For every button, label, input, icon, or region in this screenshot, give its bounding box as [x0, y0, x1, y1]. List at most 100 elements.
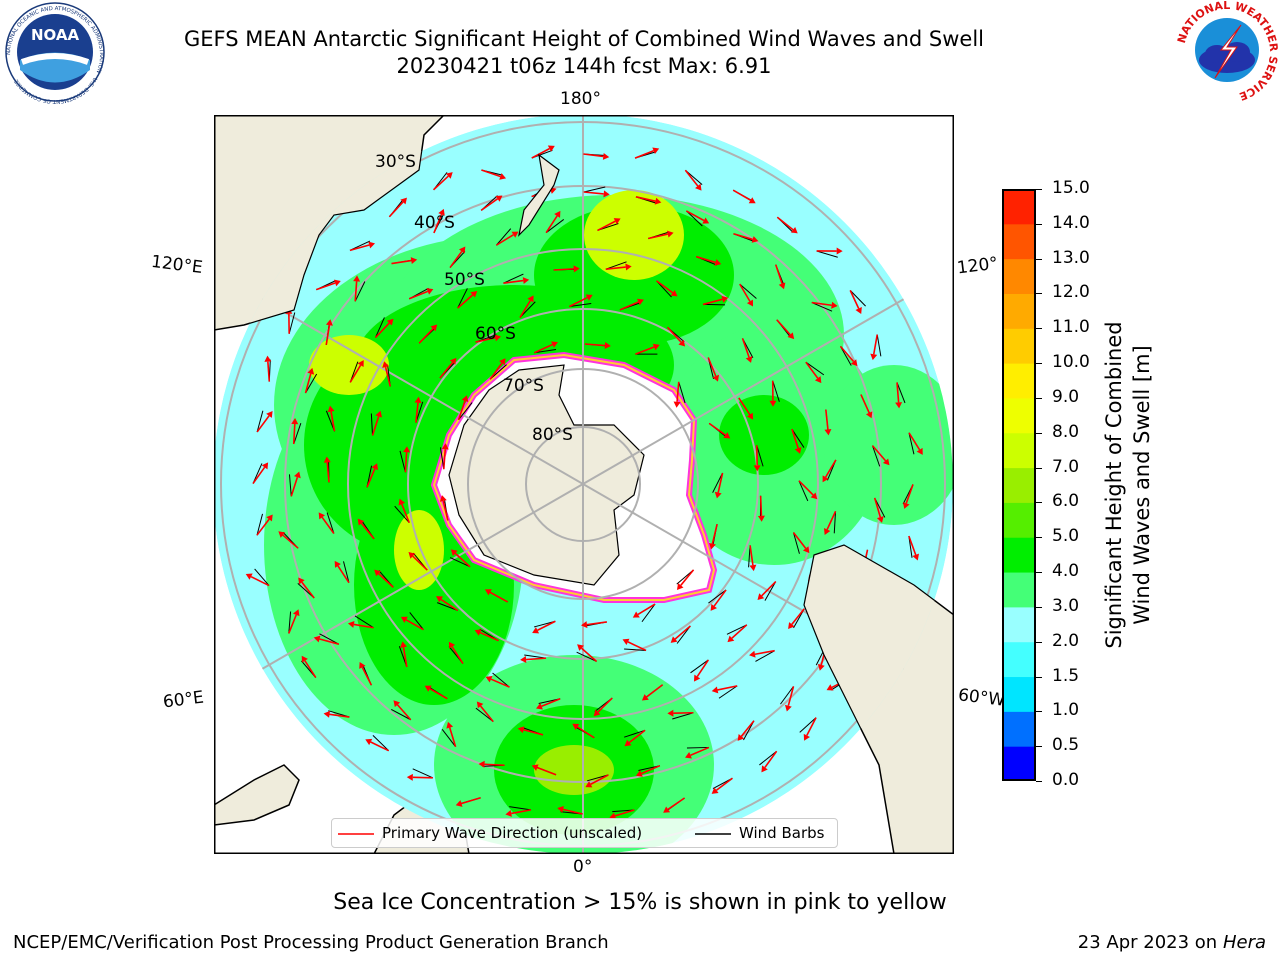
- wave-arrow: [685, 210, 705, 222]
- wave-arrowhead: [374, 569, 381, 577]
- colorbar-tick-label: 11.0: [1052, 317, 1090, 338]
- wave-arrowhead: [359, 661, 366, 669]
- wave-arrow: [905, 484, 914, 504]
- colorbar-tick: [1036, 328, 1042, 330]
- wave-arrow: [811, 301, 832, 307]
- wave-arrow: [523, 729, 544, 736]
- colorbar-segment: [1002, 293, 1036, 329]
- wave-arrow: [481, 169, 501, 178]
- wave-arrowhead: [520, 656, 527, 664]
- wave-arrowhead: [424, 685, 432, 692]
- wave-arrow: [749, 545, 754, 566]
- wind-barb: [576, 651, 597, 662]
- wave-arrowhead: [769, 400, 777, 407]
- wave-arrow: [319, 638, 340, 645]
- wave-arrowhead: [652, 147, 660, 154]
- colorbar-tick: [1036, 537, 1042, 539]
- wave-arrowhead: [635, 770, 643, 777]
- wave-arrowhead: [585, 781, 593, 788]
- wave-height-field: [214, 115, 953, 854]
- wind-barb: [569, 303, 592, 308]
- wind-barb: [449, 557, 471, 568]
- wave-arrow: [787, 686, 795, 706]
- wave-arrowhead: [323, 456, 331, 463]
- lon-label-60w: 60°W: [956, 685, 1006, 711]
- wave-arrowhead: [654, 197, 662, 205]
- wave-arrowhead: [778, 282, 786, 290]
- wind-barb: [871, 445, 881, 467]
- wave-arrowhead: [702, 217, 710, 224]
- wave-arrowhead: [836, 247, 843, 255]
- wave-arrow: [526, 657, 547, 661]
- chart-subtitle: 20230421 t06z 144h fcst Max: 6.91: [396, 54, 772, 78]
- wave-arrowhead: [403, 446, 411, 453]
- wind-barb: [798, 480, 809, 502]
- wave-arrowhead: [814, 376, 822, 384]
- wind-barb: [305, 373, 318, 394]
- wave-arrow: [439, 362, 454, 379]
- wave-arrow: [267, 361, 271, 382]
- lon-label-180: 180°: [560, 89, 601, 109]
- wind-barb: [791, 428, 805, 448]
- wind-barb: [319, 633, 340, 645]
- colorbar-segment: [1002, 363, 1036, 399]
- wave-arrowhead: [870, 353, 878, 361]
- wave-arrowhead: [693, 674, 701, 682]
- wind-barb: [475, 707, 494, 723]
- wave-arrow: [252, 466, 266, 485]
- wave-arrowhead: [826, 684, 834, 691]
- wave-arrowhead: [393, 700, 401, 708]
- wave-arrowhead: [757, 593, 765, 601]
- colorbar-tick: [1036, 572, 1042, 574]
- wave-arrow: [648, 233, 668, 240]
- wave-arrowhead: [441, 443, 449, 450]
- wave-arrow: [457, 400, 466, 421]
- svg-text:NOAA: NOAA: [31, 26, 80, 44]
- colorbar-segment: [1002, 537, 1036, 573]
- wave-arrow: [454, 552, 471, 568]
- footer-date: 23 Apr 2023 on Hera: [1078, 932, 1266, 953]
- wave-arrow: [628, 729, 646, 744]
- wave-arrowhead: [448, 641, 456, 649]
- lon-label-120e: 120°E: [149, 251, 204, 279]
- wave-arrowhead: [298, 577, 305, 585]
- wave-arrowhead: [746, 412, 754, 420]
- wave-arrow: [553, 268, 574, 271]
- wave-arrowhead: [517, 726, 525, 734]
- wind-barb: [509, 806, 532, 811]
- wave-arrow: [404, 452, 408, 473]
- wind-barb-swatch: [695, 833, 731, 835]
- wave-arrow: [776, 216, 794, 231]
- wave-arrowhead: [461, 395, 469, 403]
- wave-arrow: [764, 750, 778, 768]
- wave-arrow: [511, 809, 532, 815]
- wave-arrow: [908, 535, 917, 556]
- wave-arrow: [619, 301, 639, 311]
- wave-arrowhead: [613, 218, 621, 225]
- wave-arrowhead: [445, 172, 453, 179]
- wave-arrow: [825, 409, 829, 430]
- wind-barb: [678, 381, 686, 404]
- wind-barb: [343, 561, 350, 583]
- wave-arrowhead: [604, 342, 611, 350]
- wave-arrow: [872, 334, 879, 355]
- wave-arrow: [433, 214, 443, 234]
- wave-arrowhead: [850, 359, 858, 367]
- wind-barb: [441, 728, 456, 748]
- wave-arrow: [330, 411, 336, 432]
- wave-arrow: [304, 660, 317, 679]
- wave-arrow: [391, 259, 412, 265]
- lat-label-60s: 60°S: [475, 324, 516, 344]
- colorbar-tick: [1036, 397, 1042, 399]
- wind-barb: [816, 250, 838, 258]
- wave-arrowhead: [551, 341, 558, 348]
- wave-arrow: [667, 797, 686, 811]
- wave-arrow: [826, 510, 837, 530]
- wave-arrowhead: [824, 429, 832, 436]
- colorbar-tick: [1036, 467, 1042, 469]
- wave-arrowhead: [446, 721, 454, 729]
- colorbar-tick-label: 5.0: [1052, 526, 1080, 547]
- colorbar-tick-label: 10.0: [1052, 352, 1090, 373]
- wave-arrow: [326, 462, 330, 483]
- wave-arrowhead: [522, 277, 530, 285]
